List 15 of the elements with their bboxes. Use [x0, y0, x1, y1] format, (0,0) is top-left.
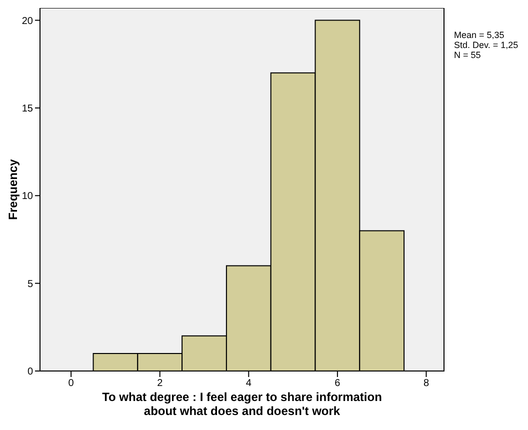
x-tick-label: 8 [423, 378, 430, 390]
y-tick-label: 5 [27, 278, 34, 290]
y-tick-label: 10 [22, 191, 34, 202]
text: Std. Dev. = 1,25 [454, 40, 518, 50]
y-tick-label: 20 [22, 16, 34, 27]
x-tick-label: 6 [334, 378, 341, 390]
y-tick-label: 15 [22, 104, 34, 115]
text: Mean = 5,35 [454, 30, 506, 40]
text: N = 55 [454, 50, 482, 60]
y-tick-label: 0 [27, 366, 34, 378]
x-axis-title: To what degree : I feel eager to share information about what does and doesn't work [102, 390, 382, 418]
x-tick-label: 0 [68, 378, 74, 390]
y-axis-title: Frequency [6, 158, 20, 220]
x-tick-label: 4 [246, 378, 252, 390]
x-tick-label: 2 [157, 378, 164, 390]
